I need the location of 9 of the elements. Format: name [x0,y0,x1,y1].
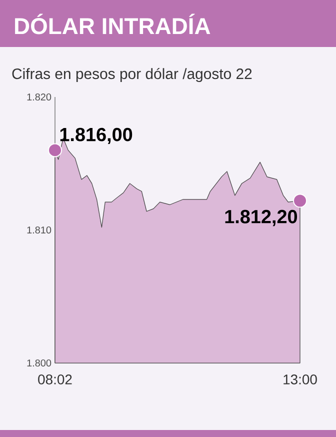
y-tick-label: 1.800 [27,359,52,367]
x-tick-label: 13:00 [284,374,317,384]
y-tick-label: 1.810 [27,226,52,234]
chart-title: DÓLAR INTRADÍA [15,14,210,34]
y-tick-label: 1.820 [27,93,52,101]
chart-subtitle: Cifras en pesos por dólar /agosto 22 [12,68,252,82]
annotation: 1.812,20 [225,210,298,226]
x-tick-label: 08:02 [38,374,72,384]
annotation: 1.816,00 [60,128,132,144]
